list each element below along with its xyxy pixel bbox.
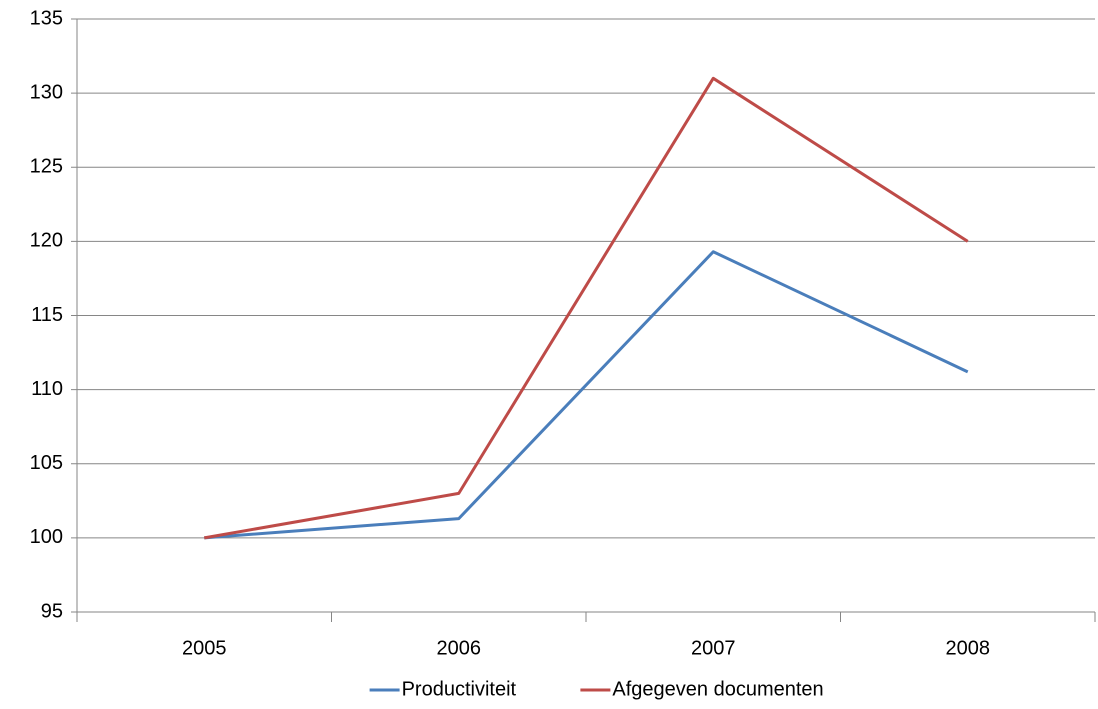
y-tick-label: 115 — [31, 304, 63, 326]
legend-label: Productiviteit — [402, 678, 517, 700]
x-tick-label: 2007 — [691, 637, 736, 659]
x-tick-label: 2006 — [437, 637, 482, 659]
legend-label: Afgegeven documenten — [612, 678, 823, 700]
y-tick-label: 120 — [30, 230, 63, 252]
y-tick-label: 95 — [41, 600, 63, 622]
line-series — [203, 76, 969, 540]
x-tick-label: 2005 — [182, 637, 227, 659]
x-tick-label: 2008 — [946, 637, 991, 659]
y-tick-label: 130 — [30, 81, 63, 103]
line-series — [204, 250, 969, 540]
y-tick-label: 135 — [30, 7, 63, 29]
y-tick-label: 125 — [30, 156, 63, 178]
y-tick-label: 105 — [30, 452, 63, 474]
y-tick-label: 110 — [31, 378, 63, 400]
y-tick-label: 100 — [30, 526, 63, 548]
